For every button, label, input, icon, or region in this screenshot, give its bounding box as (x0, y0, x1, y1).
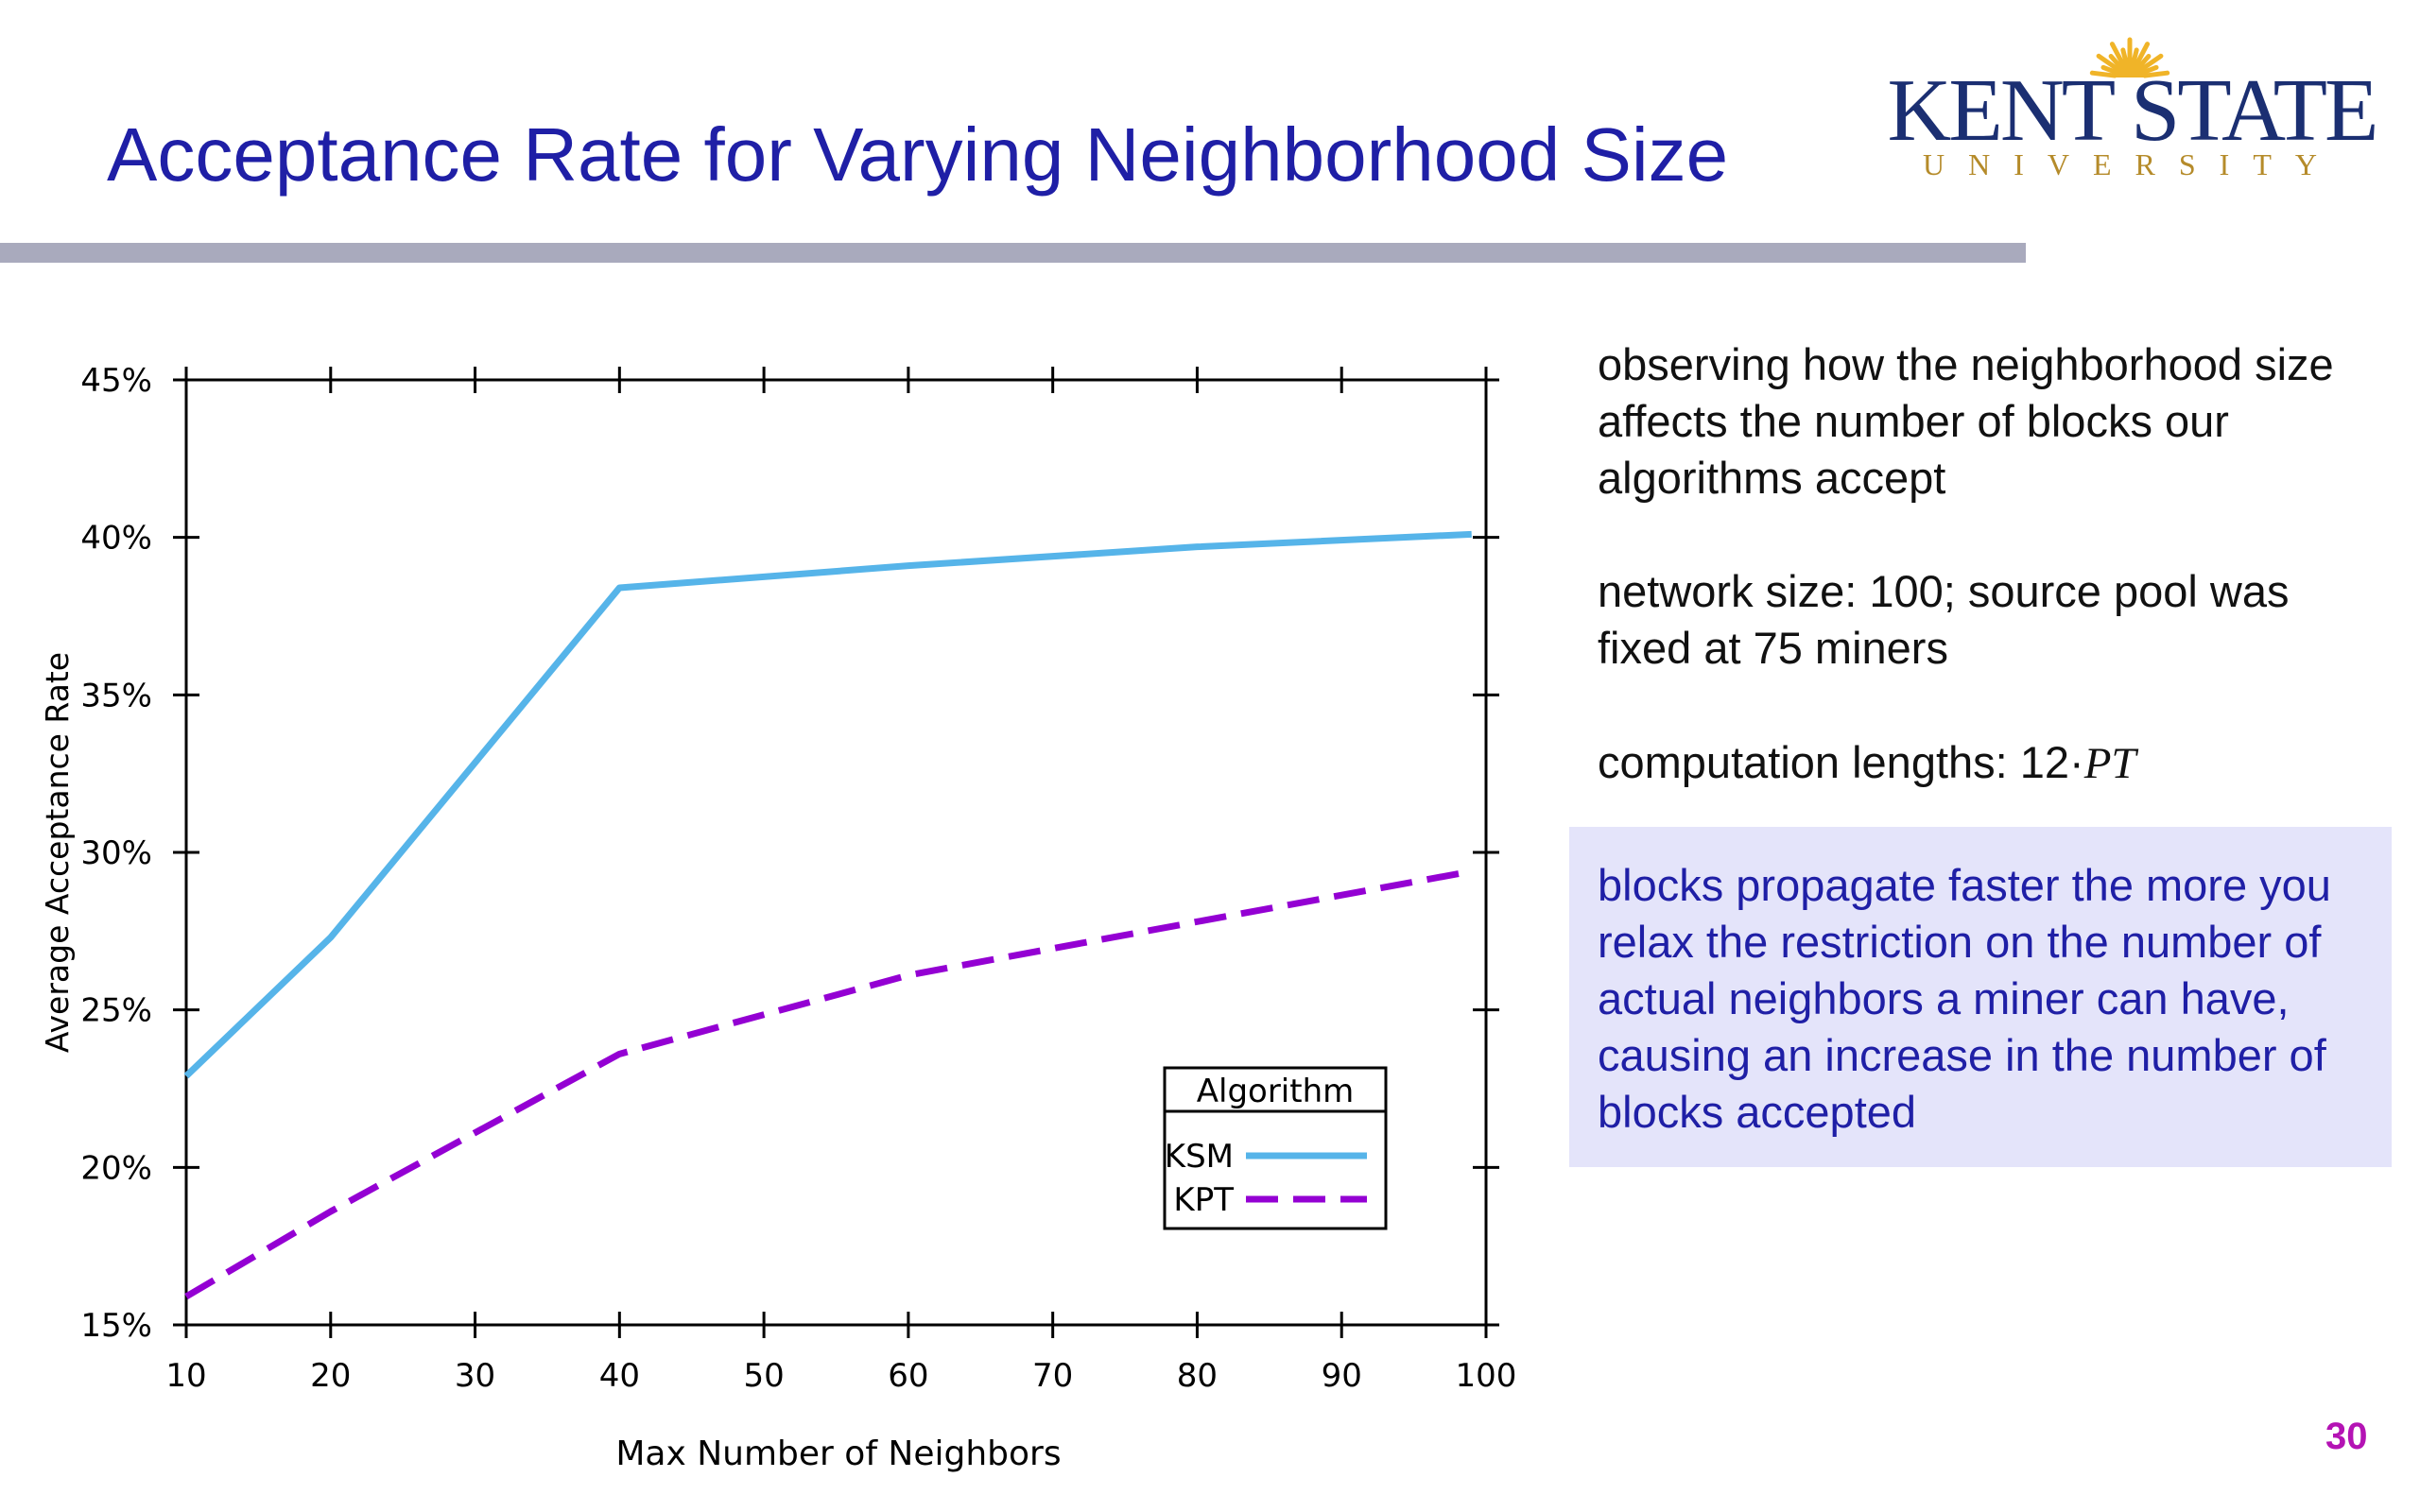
y-axis-label: Average Acceptance Rate (39, 652, 76, 1053)
callout-box: blocks propagate faster the more you rel… (1569, 827, 2392, 1167)
y-tick-label: 35% (80, 677, 152, 714)
x-tick-label: 90 (1322, 1357, 1362, 1395)
legend-label-ksm: KSM (1165, 1138, 1234, 1176)
y-tick-label: 40% (80, 520, 152, 558)
x-tick-label: 70 (1032, 1357, 1073, 1395)
acceptance-rate-chart: 10 20 30 40 50 60 70 80 90 100 15% 20% 25% 30% 35% 40% 4… (39, 362, 1517, 1473)
x-axis-label: Max Number of Neighbors (615, 1435, 1061, 1473)
note-observation-text: observing how the neighborhood size affe… (1598, 339, 2334, 503)
y-tick-label: 25% (80, 992, 152, 1030)
y-tick-label: 30% (80, 834, 152, 872)
y-tick-label: 15% (80, 1307, 152, 1345)
x-tick-label: 50 (743, 1357, 784, 1395)
chart-legend: Algorithm KSM KPT (1163, 1066, 1388, 1230)
sun-ray (2108, 54, 2122, 69)
note-observation: observing how the neighborhood size affe… (1598, 336, 2373, 507)
legend-title: Algorithm (1197, 1073, 1355, 1110)
sun-ray (2120, 47, 2129, 65)
note-network-text: network size: 100; source pool was fixed… (1598, 566, 2290, 673)
sun-ray (2137, 54, 2152, 69)
callout-text: blocks propagate faster the more you rel… (1598, 860, 2331, 1137)
series-line-ksm (183, 530, 1472, 1079)
x-tick-label: 10 (165, 1357, 206, 1395)
sun-ray (2141, 64, 2159, 75)
x-tick-label: 40 (599, 1357, 640, 1395)
slide-title: Acceptance Rate for Varying Neighborhood… (107, 112, 1729, 197)
series-line-kpt (184, 868, 1473, 1300)
sun-ray (2142, 70, 2170, 78)
legend-label-kpt: KPT (1173, 1181, 1234, 1219)
page-number: 30 (2325, 1416, 2368, 1457)
university-logo: KENT STATE UNIVERSITY (1876, 28, 2387, 189)
sun-ray (2134, 42, 2151, 67)
sun-ray (2096, 53, 2120, 72)
computation-label: computation lengths: 12· (1598, 737, 2084, 787)
computation-expression: PT (2083, 739, 2136, 788)
x-tick-label: 60 (888, 1357, 928, 1395)
x-tick-label: 80 (1177, 1357, 1218, 1395)
sun-ray (2131, 47, 2139, 65)
sun-ray (2139, 53, 2164, 72)
sun-ray (2109, 42, 2126, 67)
sun-ray (2100, 64, 2118, 75)
note-network: network size: 100; source pool was fixed… (1598, 563, 2373, 677)
x-tick-label: 30 (455, 1357, 495, 1395)
x-tick-label: 100 (1456, 1357, 1517, 1395)
logo-subtitle: UNIVERSITY (1923, 147, 2341, 181)
title-divider (0, 243, 2026, 263)
x-tick-label: 20 (310, 1357, 351, 1395)
y-tick-label: 45% (80, 362, 152, 400)
note-computation: computation lengths: 12·PT (1598, 734, 2373, 792)
sun-ray (2089, 70, 2118, 78)
sun-icon (2089, 37, 2170, 78)
y-tick-label: 20% (80, 1149, 152, 1187)
sun-disc (2116, 63, 2144, 77)
logo-wordmark: KENT STATE (1887, 61, 2379, 160)
